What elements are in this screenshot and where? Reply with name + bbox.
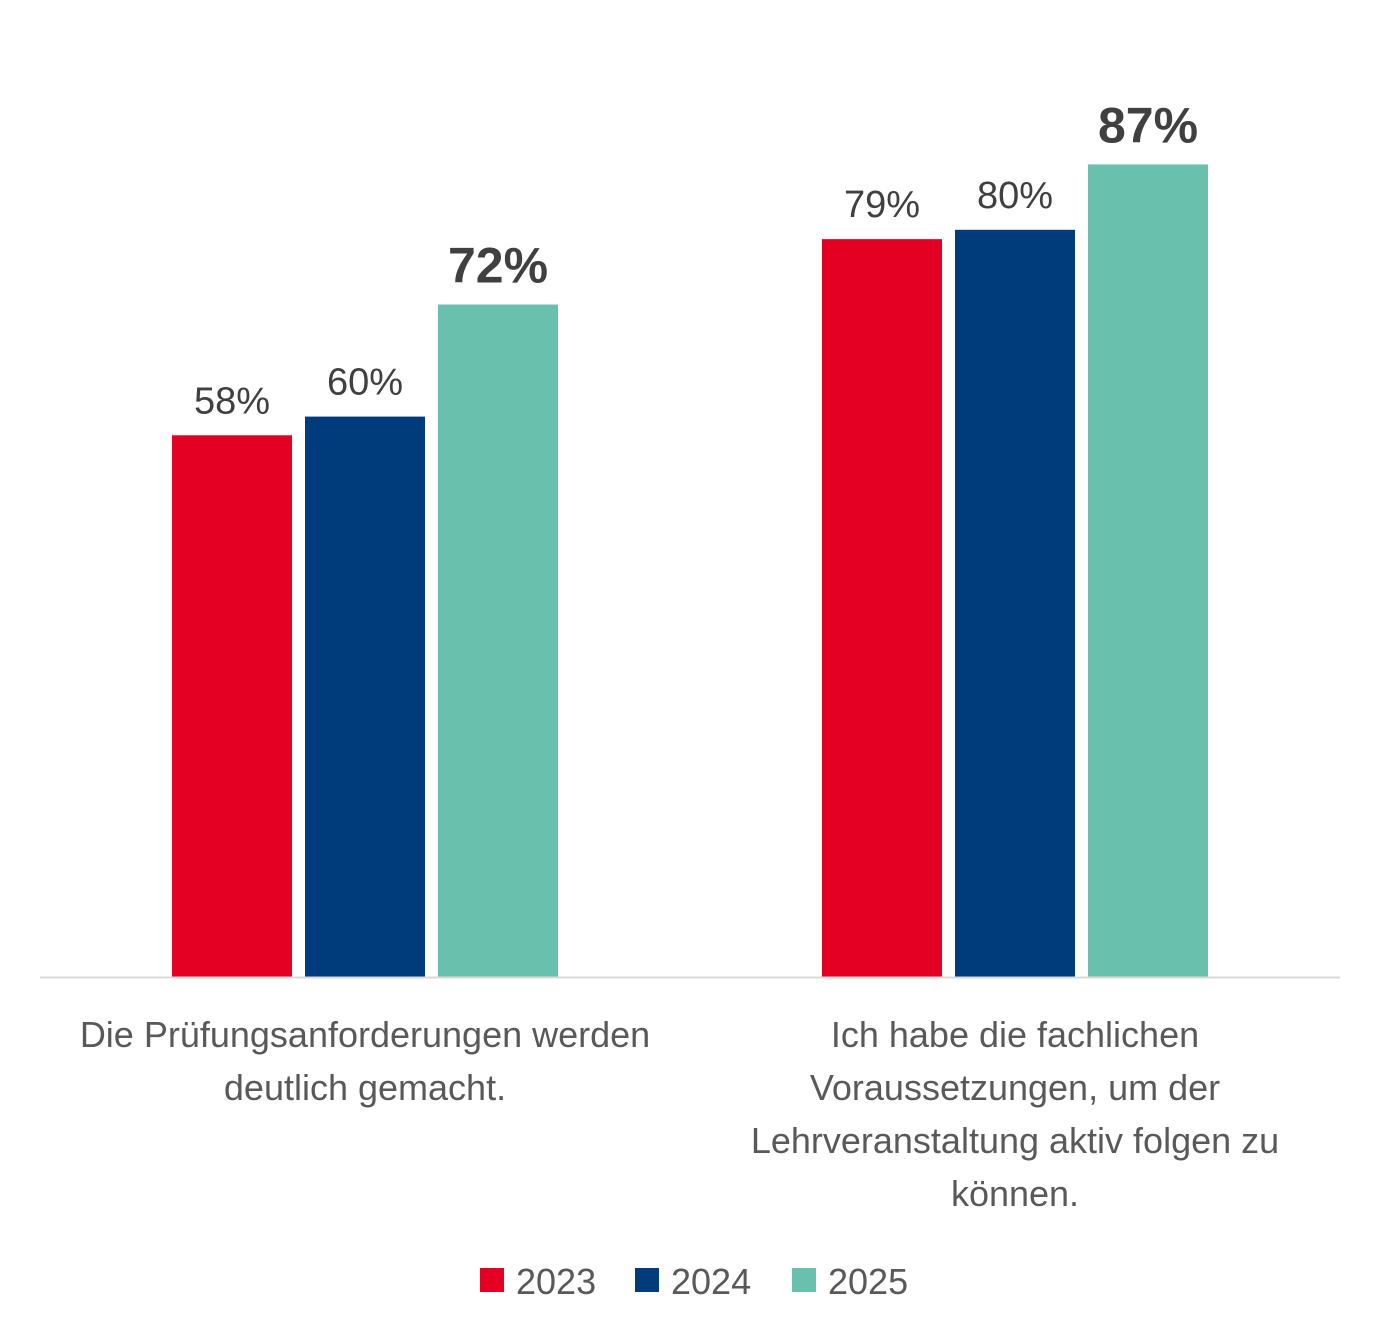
category-label-line: Ich habe die fachlichen (831, 1014, 1199, 1055)
bar-2024-2 (955, 229, 1075, 978)
value-label-2025-2: 87% (1098, 97, 1198, 153)
legend: 2023 2024 2025 (480, 1261, 908, 1302)
category-label-line: Lehrveranstaltung aktiv folgen zu (751, 1120, 1279, 1161)
legend-swatch-2025 (792, 1268, 816, 1292)
bar-2023-2 (822, 239, 942, 977)
category-labels-layer: Die Prüfungsanforderungen werden deutlich… (80, 1014, 1279, 1214)
category-label-line: deutlich gemacht. (224, 1067, 506, 1108)
bars-layer (172, 164, 1208, 978)
legend-swatch-2024 (635, 1268, 659, 1292)
bar-2023-1 (172, 435, 292, 977)
bar-2024-1 (305, 416, 425, 978)
bar-2025-1 (438, 304, 558, 977)
legend-swatch-2023 (480, 1268, 504, 1292)
value-label-2024-1: 60% (327, 362, 403, 404)
legend-label-2025: 2025 (828, 1261, 908, 1302)
value-label-2023-1: 58% (194, 380, 270, 422)
category-label-line: können. (951, 1173, 1079, 1214)
value-label-2025-1: 72% (448, 238, 548, 294)
value-labels-layer: 58% 60% 72% 79% 80% 87% (194, 97, 1198, 422)
category-label-line: Die Prüfungsanforderungen werden (80, 1014, 650, 1055)
legend-label-2024: 2024 (671, 1261, 751, 1302)
value-label-2023-2: 79% (844, 184, 920, 226)
value-label-2024-2: 80% (977, 175, 1053, 217)
legend-label-2023: 2023 (516, 1261, 596, 1302)
category-label-line: Voraussetzungen, um der (810, 1067, 1220, 1108)
bar-2025-2 (1088, 164, 1208, 978)
